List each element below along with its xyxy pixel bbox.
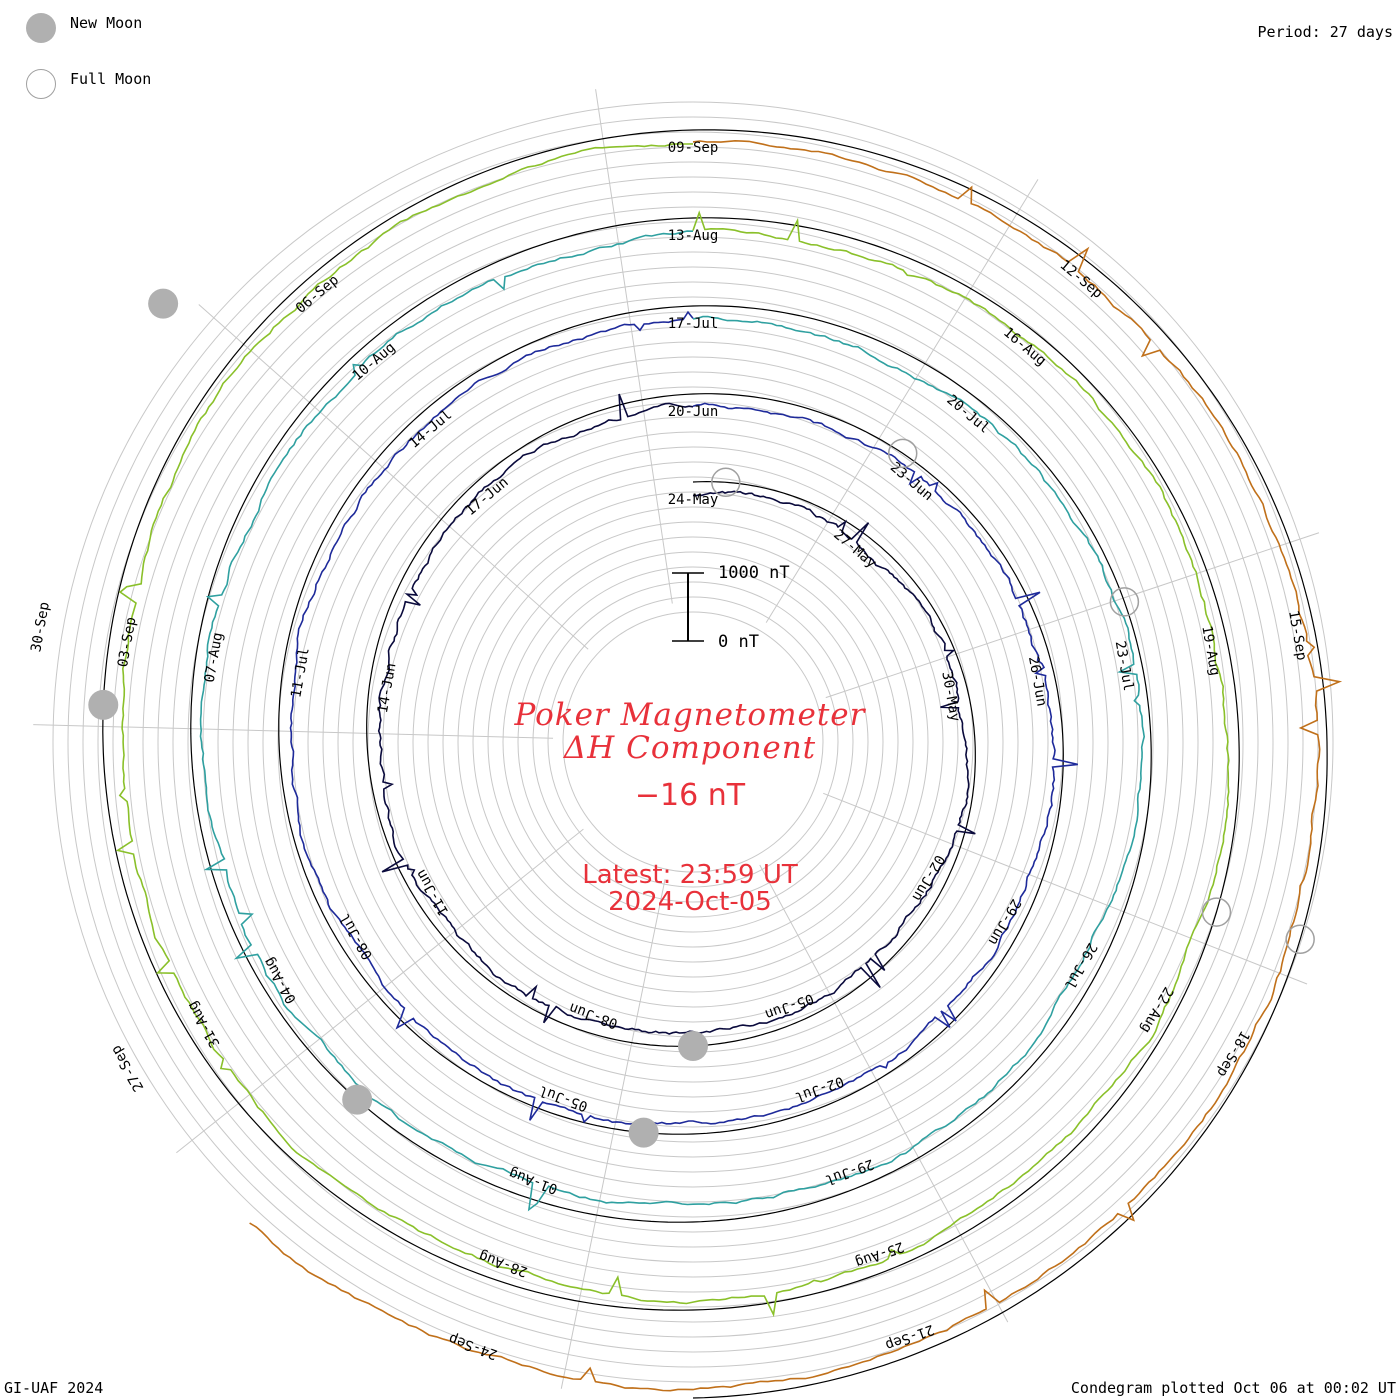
scale-top-label: 1000 nT (718, 563, 790, 583)
date-label: 05-Jul (537, 1082, 590, 1114)
radial-spoke (823, 792, 1308, 985)
full-moon-legend-icon (26, 69, 56, 99)
grid-circle (187, 236, 1199, 1248)
scale-bottom-label: 0 nT (718, 632, 759, 652)
full-moon-marker (711, 467, 741, 498)
date-label: 31-Aug (184, 998, 223, 1050)
date-label: 10-Aug (350, 339, 399, 384)
grid-circle (217, 266, 1169, 1218)
full-moon-marker (1201, 897, 1232, 927)
date-label: 19-Aug (1198, 624, 1223, 677)
full-moon-marker (1109, 587, 1140, 617)
grid-circle (352, 401, 1034, 1083)
date-label: 20-Jul (943, 392, 992, 437)
grid-circle (202, 251, 1184, 1233)
grid-circle (307, 356, 1079, 1128)
date-label: 28-Aug (477, 1247, 530, 1279)
latest-date: 2024-Oct-05 (608, 887, 772, 917)
grid-circle (517, 566, 869, 918)
new-moon-marker (148, 288, 179, 319)
data-trace-turn-2 (289, 310, 1078, 1125)
grid-circle (292, 341, 1094, 1143)
radial-spoke (765, 179, 1039, 623)
grid-circle (232, 281, 1154, 1203)
grid-circle (277, 326, 1109, 1158)
grid-circle (457, 506, 929, 978)
radial-spoke (595, 89, 673, 604)
grid-circle (532, 581, 854, 903)
current-value: −16 nT (634, 778, 746, 813)
new-moon-marker (88, 689, 119, 720)
full-moon-marker (1285, 924, 1315, 955)
date-label: 20-Jun (668, 404, 719, 420)
date-label: 29-Jun (985, 896, 1024, 948)
full-moon-marker (887, 438, 918, 469)
date-label: 24-May (668, 492, 719, 508)
grid-circle (337, 386, 1049, 1098)
date-label: 03-Sep (115, 616, 140, 669)
radial-spoke (759, 864, 1009, 1323)
radial-spoke (198, 304, 589, 650)
grid-circle (472, 521, 914, 963)
new-moon-marker (342, 1084, 373, 1115)
grid-circle (127, 176, 1259, 1308)
date-label: 24-Sep (447, 1330, 500, 1362)
date-label: 26-Jul (1061, 940, 1100, 992)
grid-circle (427, 476, 959, 1008)
grid-circle (97, 146, 1289, 1338)
radial-spoke (560, 879, 666, 1389)
date-label: 17-Jul (668, 316, 719, 332)
grid-circle (502, 551, 884, 933)
grid-circle (67, 116, 1319, 1368)
spiral-baseline (102, 129, 1328, 1399)
radial-spoke (176, 828, 584, 1154)
chart-title: Poker Magnetometer (514, 697, 866, 733)
data-trace-turn-3 (199, 230, 1146, 1212)
data-trace-turn-5 (249, 139, 1343, 1392)
date-label: 30-Sep (28, 601, 53, 654)
date-label: 13-Aug (668, 228, 719, 244)
chart-subtitle: ΔH Component (563, 730, 817, 766)
date-label: 26-Jun (1025, 655, 1050, 708)
date-label: 27-May (830, 527, 879, 572)
date-label: 23-Jul (1112, 640, 1137, 693)
plotted-label: Condegram plotted Oct 06 at 00:02 UT (1070, 1379, 1396, 1397)
radial-spoke (825, 532, 1320, 699)
data-trace-turn-4 (115, 143, 1230, 1318)
grid-circle (52, 101, 1334, 1383)
grid-circle (142, 191, 1244, 1293)
grid-circle (547, 596, 839, 888)
latest-time: Latest: 23:59 UT (582, 860, 798, 890)
date-label: 11-Jul (288, 646, 313, 699)
period-label: Period: 27 days (1257, 23, 1393, 41)
grid-circle (367, 416, 1019, 1068)
date-label: 14-Jun (375, 662, 400, 715)
date-label: 27-Sep (108, 1042, 147, 1094)
credit-label: GI-UAF 2024 (4, 1379, 104, 1397)
grid-circle (112, 161, 1274, 1323)
date-label: 04-Aug (261, 954, 300, 1006)
date-label: 08-Jul (337, 910, 376, 962)
new-moon-legend-icon (26, 13, 56, 43)
date-label: 23-Jun (887, 459, 936, 504)
radial-spoke (33, 724, 554, 739)
grid-circle (262, 311, 1124, 1173)
full-moon-legend-label: Full Moon (70, 70, 152, 88)
grid-circle (442, 491, 944, 993)
new-moon-marker (628, 1117, 659, 1148)
grid-circle (487, 536, 899, 948)
grid-circle (562, 611, 824, 873)
grid-circle (247, 296, 1139, 1188)
date-label: 09-Sep (668, 140, 719, 156)
new-moon-marker (678, 1031, 708, 1061)
grid-circle (412, 461, 974, 1023)
grid-circle (82, 131, 1304, 1353)
new-moon-legend-label: New Moon (70, 14, 143, 32)
grid-circle (172, 221, 1214, 1263)
date-label: 01-Aug (507, 1165, 560, 1197)
